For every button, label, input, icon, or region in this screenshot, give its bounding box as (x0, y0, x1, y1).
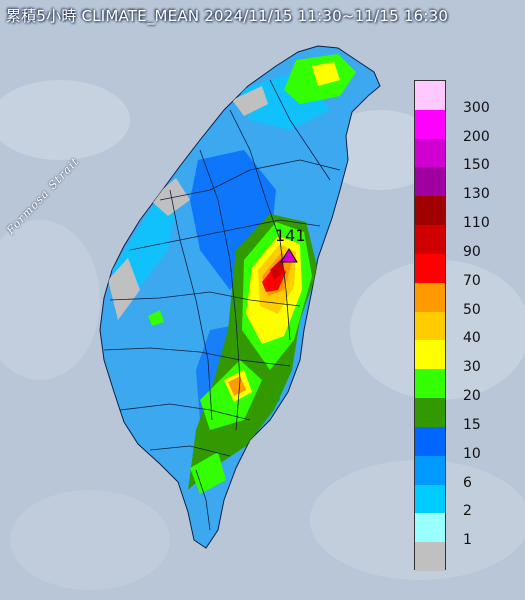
legend-tick-label: 10 (463, 445, 481, 462)
legend-tick-label: 90 (463, 243, 481, 260)
legend-tick-label: 30 (463, 359, 481, 376)
legend-tick-label: 15 (463, 416, 481, 433)
legend-swatch (415, 484, 445, 514)
legend-tick-label: 20 (463, 388, 481, 405)
legend-swatch (415, 542, 445, 572)
legend-tick-label: 150 (463, 157, 490, 174)
legend-swatch (415, 311, 445, 341)
legend-swatch (415, 109, 445, 140)
map-title: 累積5小時 CLIMATE_MEAN 2024/11/15 11:30~11/1… (6, 7, 449, 25)
legend-tick-label: 50 (463, 301, 481, 318)
legend-tick-label: 130 (463, 186, 490, 203)
legend-tick-label: 40 (463, 330, 481, 347)
cloud-texture (0, 80, 525, 590)
legend-swatch (415, 455, 445, 486)
max-rainfall-value: 141 (275, 226, 306, 245)
legend-swatch (415, 138, 445, 168)
legend-swatch (415, 167, 445, 197)
legend-tick-label: 70 (463, 272, 481, 289)
max-rainfall-station-marker (280, 248, 298, 263)
legend-swatch (415, 369, 445, 399)
legend-swatch (415, 196, 445, 226)
legend-tick-label: 6 (463, 474, 472, 491)
legend-swatch (415, 340, 445, 370)
county-boundaries (103, 79, 341, 531)
legend-swatch (415, 282, 445, 313)
legend-swatch (415, 81, 445, 111)
legend-swatch (415, 398, 445, 428)
legend-tick-label: 200 (463, 128, 490, 145)
legend-tick-label: 300 (463, 99, 490, 116)
legend-swatch (415, 513, 445, 543)
legend-swatch (415, 253, 445, 284)
legend-swatch (415, 426, 445, 457)
rainfall-legend (414, 80, 446, 572)
rainfall-overlay (108, 54, 356, 494)
legend-tick-label: 110 (463, 215, 490, 232)
legend-swatch (415, 225, 445, 255)
legend-tick-label: 2 (463, 503, 472, 520)
legend-tick-label: 1 (463, 532, 472, 549)
